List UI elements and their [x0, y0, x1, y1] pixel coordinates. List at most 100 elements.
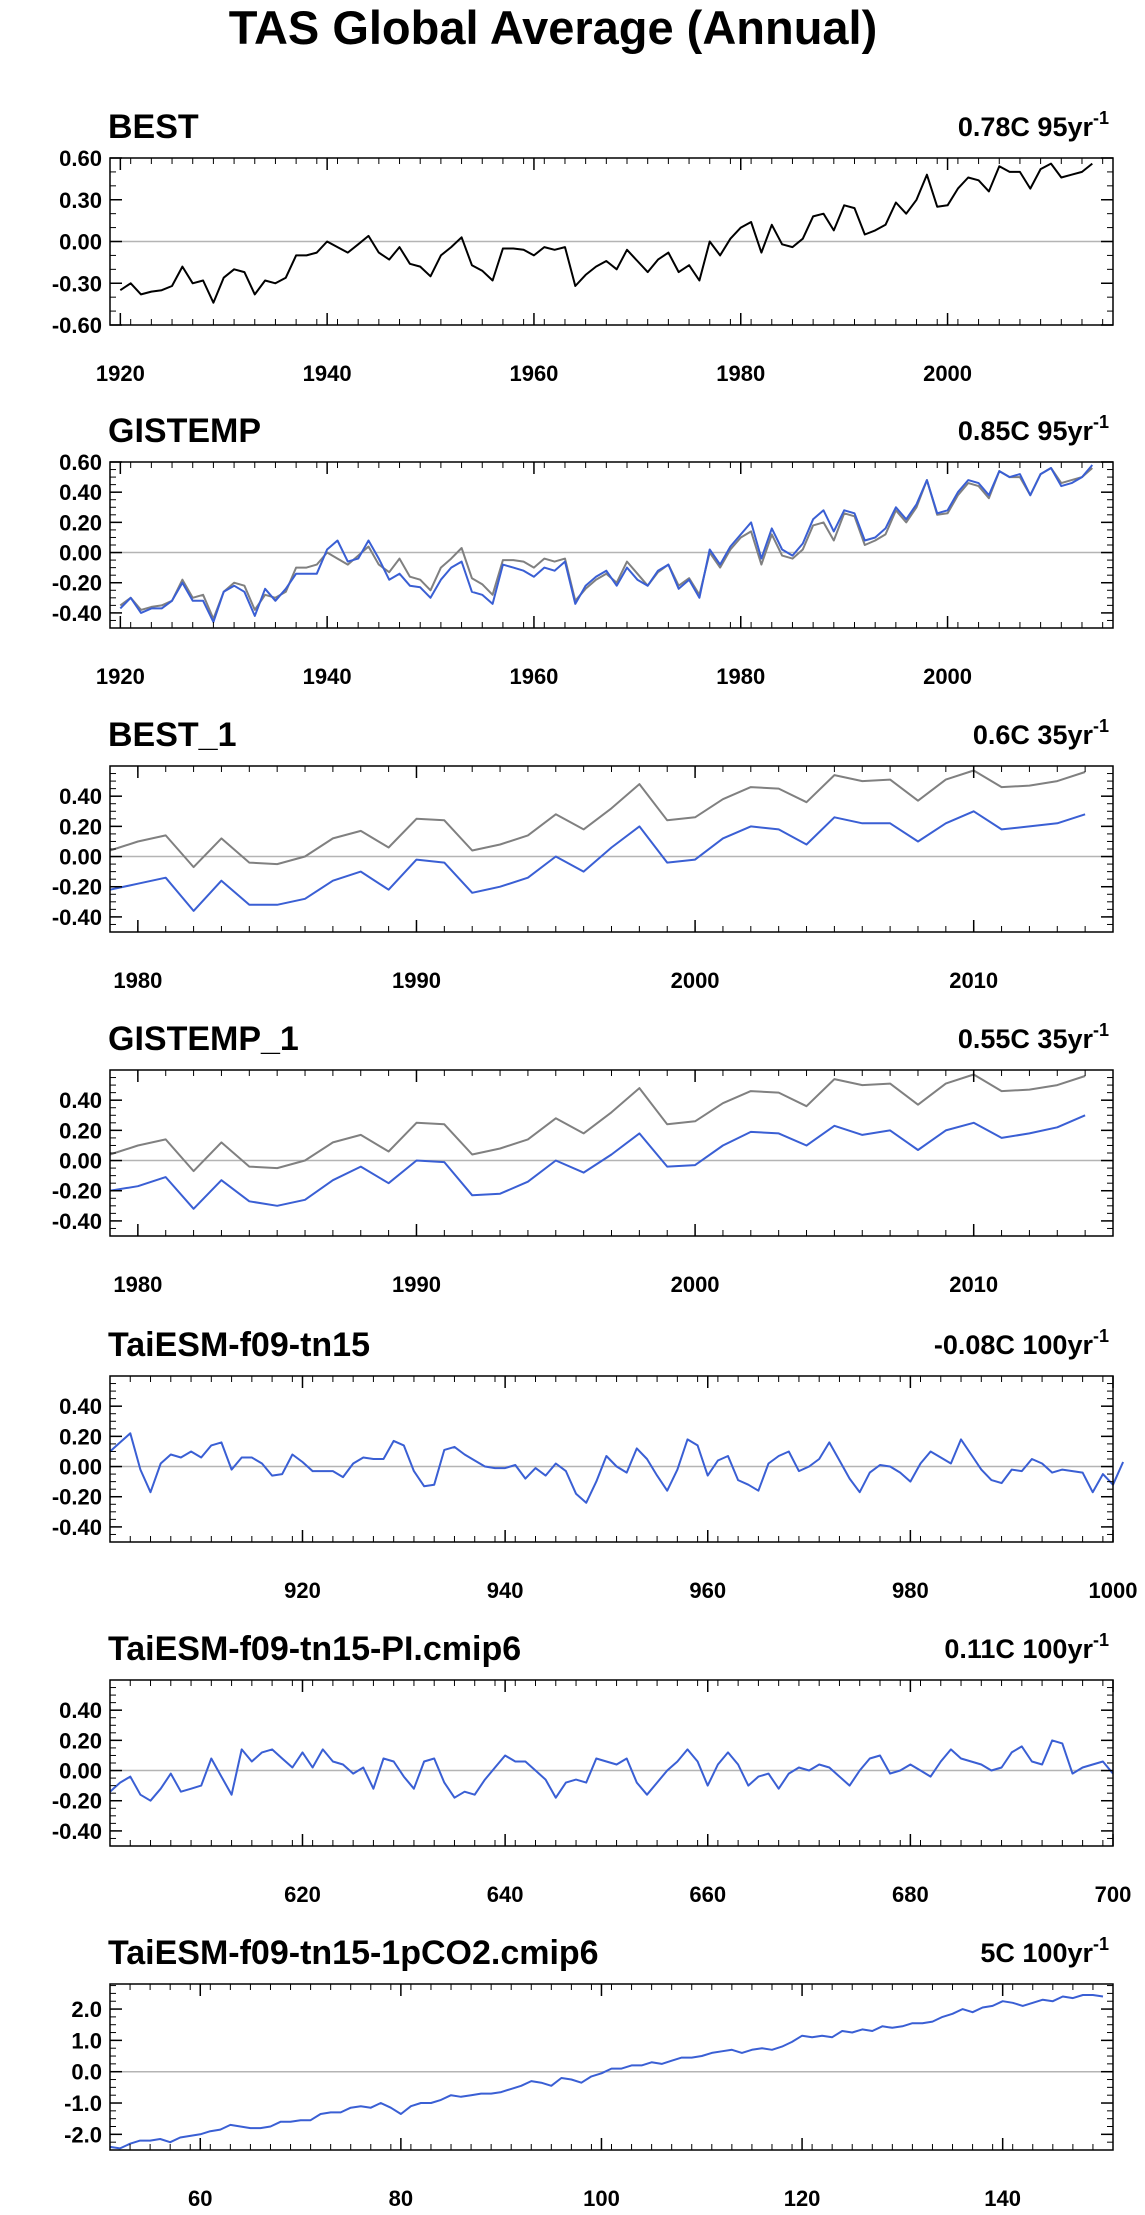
trend-label: 0.55C 35yr-1	[958, 1020, 1109, 1054]
series-line-1	[109, 769, 1086, 869]
x-tick-label: 1980	[113, 968, 162, 993]
y-tick-label: 0.60	[59, 450, 102, 475]
panel-title: TaiESM-f09-tn15	[108, 1326, 370, 1364]
y-tick-label: 0.30	[59, 188, 102, 213]
y-tick-label: -0.40	[52, 1209, 102, 1234]
y-tick-label: 0.20	[59, 510, 102, 535]
chart-panel-7: TaiESM-f09-tn15-1pCO2.cmip6 5C 100yr-1 2.0…	[64, 1934, 1114, 2211]
plot-frame	[109, 1375, 1114, 1543]
series-line-2	[109, 810, 1086, 912]
x-tick-label: 80	[389, 2186, 413, 2211]
x-tick-label: 1990	[392, 968, 441, 993]
series-line-2	[119, 464, 1094, 623]
x-tick-label: 1940	[303, 664, 352, 689]
panel-title: BEST	[108, 108, 199, 146]
x-tick-label: 1990	[392, 1272, 441, 1297]
x-tick-label: 1980	[716, 361, 765, 386]
plot-frame	[109, 1679, 1114, 1847]
trend-label: 5C 100yr-1	[980, 1934, 1109, 1968]
y-tick-label: -0.40	[52, 1819, 102, 1844]
y-tick-label: 0.40	[59, 1698, 102, 1723]
x-tick-label: 920	[284, 1578, 321, 1603]
x-tick-label: 1960	[509, 664, 558, 689]
plot-frame	[109, 765, 1114, 933]
y-tick-label: 0.00	[59, 1149, 102, 1174]
y-tick-label: 0.00	[59, 845, 102, 870]
trend-label: 0.85C 95yr-1	[958, 412, 1109, 446]
y-tick-label: 0.00	[59, 1455, 102, 1480]
x-tick-label: 2000	[671, 1272, 720, 1297]
y-tick-label: 0.20	[59, 1424, 102, 1449]
series-line-1	[109, 1739, 1114, 1802]
x-tick-label: 1960	[509, 361, 558, 386]
x-tick-label: 120	[784, 2186, 821, 2211]
plot-frame	[109, 1069, 1114, 1237]
y-tick-label: 0.00	[59, 541, 102, 566]
y-tick-label: -0.20	[52, 1179, 102, 1204]
y-tick-label: 0.20	[59, 814, 102, 839]
x-tick-label: 620	[284, 1882, 321, 1907]
y-tick-label: 0.40	[59, 784, 102, 809]
chart-panel-3: BEST_1 0.6C 35yr-1 0.40 0.20 0.00 -0.20 -0.40 1…	[52, 716, 1114, 993]
y-tick-label: -0.20	[52, 875, 102, 900]
x-tick-label: 980	[892, 1578, 929, 1603]
x-tick-label: 1920	[96, 361, 145, 386]
y-tick-label: -2.0	[64, 2122, 102, 2147]
x-tick-label: 60	[188, 2186, 212, 2211]
trend-label: 0.6C 35yr-1	[973, 716, 1109, 750]
y-tick-label: -0.30	[52, 271, 102, 296]
x-tick-label: 1920	[96, 664, 145, 689]
x-tick-label: 2010	[949, 968, 998, 993]
series-line-2	[109, 1114, 1086, 1210]
y-tick-label: 0.00	[59, 1759, 102, 1784]
x-tick-label: 2000	[671, 968, 720, 993]
y-tick-label: -0.40	[52, 905, 102, 930]
y-tick-label: 0.60	[59, 146, 102, 171]
y-tick-label: 2.0	[71, 1997, 102, 2022]
figure-title: TAS Global Average (Annual)	[229, 1, 878, 54]
panel-title: GISTEMP_1	[108, 1020, 299, 1058]
x-tick-label: 960	[689, 1578, 726, 1603]
chart-panel-6: TaiESM-f09-tn15-PI.cmip6 0.11C 100yr-1 0.4…	[52, 1630, 1132, 1907]
y-tick-label: -0.40	[52, 601, 102, 626]
chart-panel-5: TaiESM-f09-tn15 -0.08C 100yr-1 0.40 0.20 0.0…	[52, 1326, 1138, 1603]
y-tick-label: 0.40	[59, 480, 102, 505]
y-tick-label: -0.40	[52, 1515, 102, 1540]
y-tick-label: 0.0	[71, 2060, 102, 2085]
series-line-1	[119, 467, 1093, 620]
trend-label: -0.08C 100yr-1	[934, 1326, 1109, 1360]
series-line-1	[109, 1432, 1125, 1504]
y-tick-label: 0.20	[59, 1728, 102, 1753]
chart-panel-1: BEST 0.78C 95yr-1 0.60 0.30 0.00 -0.30 -0.60 19…	[52, 108, 1114, 386]
plot-frame	[109, 461, 1114, 629]
chart-panel-4: GISTEMP_1 0.55C 35yr-1 0.40 0.20 0.00 -0.20 -0…	[52, 1020, 1114, 1297]
y-tick-label: 0.00	[59, 230, 102, 255]
x-tick-label: 640	[487, 1882, 524, 1907]
x-tick-label: 2000	[923, 361, 972, 386]
y-tick-label: 0.40	[59, 1088, 102, 1113]
chart-panel-2: GISTEMP 0.85C 95yr-1 0.60 0.40 0.20 0.00 -0.20…	[52, 412, 1114, 689]
trend-label: 0.11C 100yr-1	[944, 1630, 1109, 1664]
y-tick-label: 0.40	[59, 1394, 102, 1419]
y-tick-label: -0.20	[52, 571, 102, 596]
panel-title: TaiESM-f09-tn15-PI.cmip6	[108, 1630, 521, 1668]
x-tick-label: 100	[583, 2186, 620, 2211]
x-tick-label: 1000	[1089, 1578, 1138, 1603]
y-tick-label: 1.0	[71, 2028, 102, 2053]
x-tick-label: 1940	[303, 361, 352, 386]
panel-title: BEST_1	[108, 716, 237, 754]
plot-frame	[109, 1983, 1114, 2151]
x-tick-label: 140	[984, 2186, 1021, 2211]
series-line-1	[109, 1073, 1086, 1173]
trend-label: 0.78C 95yr-1	[958, 108, 1109, 142]
series-line-1	[109, 1994, 1104, 2150]
y-tick-label: -0.20	[52, 1789, 102, 1814]
x-tick-label: 940	[487, 1578, 524, 1603]
panel-title: TaiESM-f09-tn15-1pCO2.cmip6	[108, 1934, 599, 1972]
y-tick-label: -0.60	[52, 313, 102, 338]
panel-title: GISTEMP	[108, 412, 261, 450]
x-tick-label: 2000	[923, 664, 972, 689]
x-tick-label: 680	[892, 1882, 929, 1907]
x-tick-label: 1980	[113, 1272, 162, 1297]
